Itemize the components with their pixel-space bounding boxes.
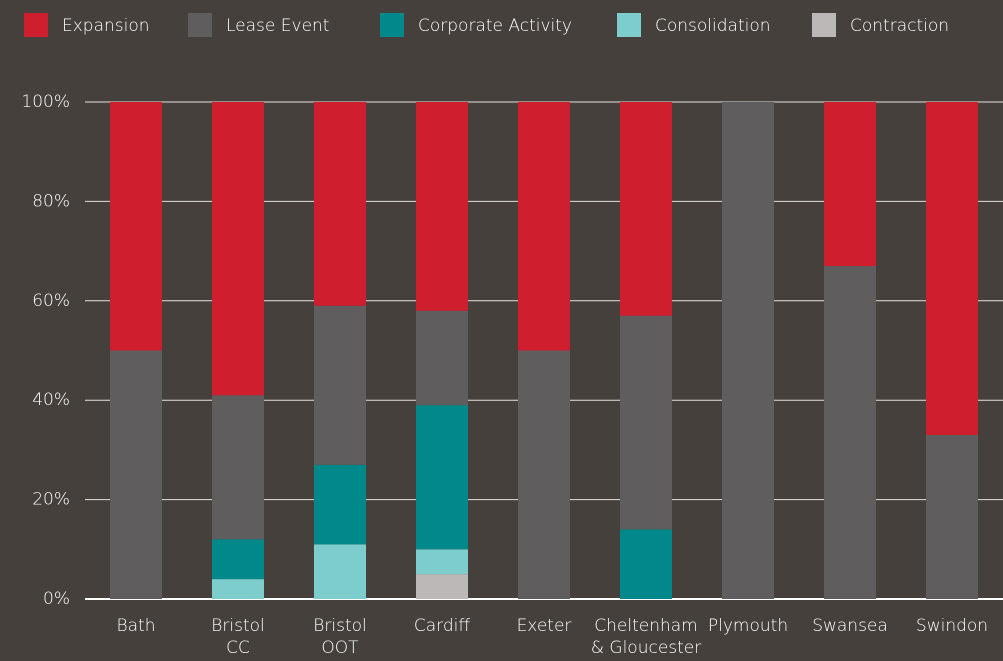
legend-swatch	[380, 13, 404, 37]
bar-segment	[620, 529, 672, 599]
legend-label: Contraction	[850, 16, 949, 36]
bar-segment	[416, 102, 468, 311]
y-tick-label: 40%	[32, 390, 70, 410]
x-tick-label: Swindon	[916, 616, 988, 636]
x-tick-label: Plymouth	[708, 616, 788, 636]
legend-label: Lease Event	[226, 16, 329, 36]
legend-label: Corporate Activity	[418, 16, 572, 36]
x-tick-label: Exeter	[517, 616, 572, 636]
bar-segment	[926, 102, 978, 435]
y-tick-label: 20%	[32, 490, 70, 510]
x-tick-label: Swansea	[812, 616, 888, 636]
y-tick-label: 100%	[21, 92, 70, 112]
bar-segment	[314, 544, 366, 599]
legend-label: Expansion	[62, 16, 150, 36]
x-tick-line: OOT	[321, 638, 359, 658]
x-tick-line: Bristol	[313, 616, 367, 636]
bar-segment	[212, 579, 264, 599]
x-tick-line: & Gloucester	[591, 638, 702, 658]
bar-segment	[212, 102, 264, 396]
bar-segment	[416, 549, 468, 575]
bar-segment	[926, 434, 978, 599]
bar-segment	[620, 102, 672, 316]
bar-segment	[518, 102, 570, 351]
bar-segment	[518, 350, 570, 599]
legend-swatch	[24, 13, 48, 37]
bar-segment	[314, 102, 366, 306]
bar-segment	[824, 266, 876, 599]
bar-segment	[722, 102, 774, 599]
bar-segment	[824, 102, 876, 267]
x-tick-label: Bath	[117, 616, 156, 636]
bar-segment	[314, 305, 366, 465]
x-tick-line: Bristol	[211, 616, 265, 636]
legend-label: Consolidation	[655, 16, 771, 36]
bar-segment	[212, 539, 264, 580]
legend-swatch	[188, 13, 212, 37]
x-tick-label: Bristol OOT	[313, 616, 367, 658]
y-tick-label: 60%	[32, 291, 70, 311]
bar-segment	[416, 405, 468, 550]
bar-segment	[314, 464, 366, 545]
bar-segment	[416, 574, 468, 599]
legend-swatch	[812, 13, 836, 37]
legend-swatch	[617, 13, 641, 37]
y-tick-label: 80%	[32, 191, 70, 211]
bar-segment	[110, 350, 162, 599]
x-tick-label: Bristol CC	[211, 616, 265, 658]
bar-segment	[110, 102, 162, 351]
x-tick-line: CC	[226, 638, 250, 658]
x-tick-line: Cheltenham	[594, 616, 697, 636]
bar-segment	[416, 310, 468, 406]
x-tick-label: Cardiff	[414, 616, 470, 636]
bar-segment	[620, 315, 672, 530]
bar-segment	[212, 395, 264, 540]
y-tick-label: 0%	[43, 589, 70, 609]
x-tick-label: Cheltenham & Gloucester	[591, 616, 702, 658]
